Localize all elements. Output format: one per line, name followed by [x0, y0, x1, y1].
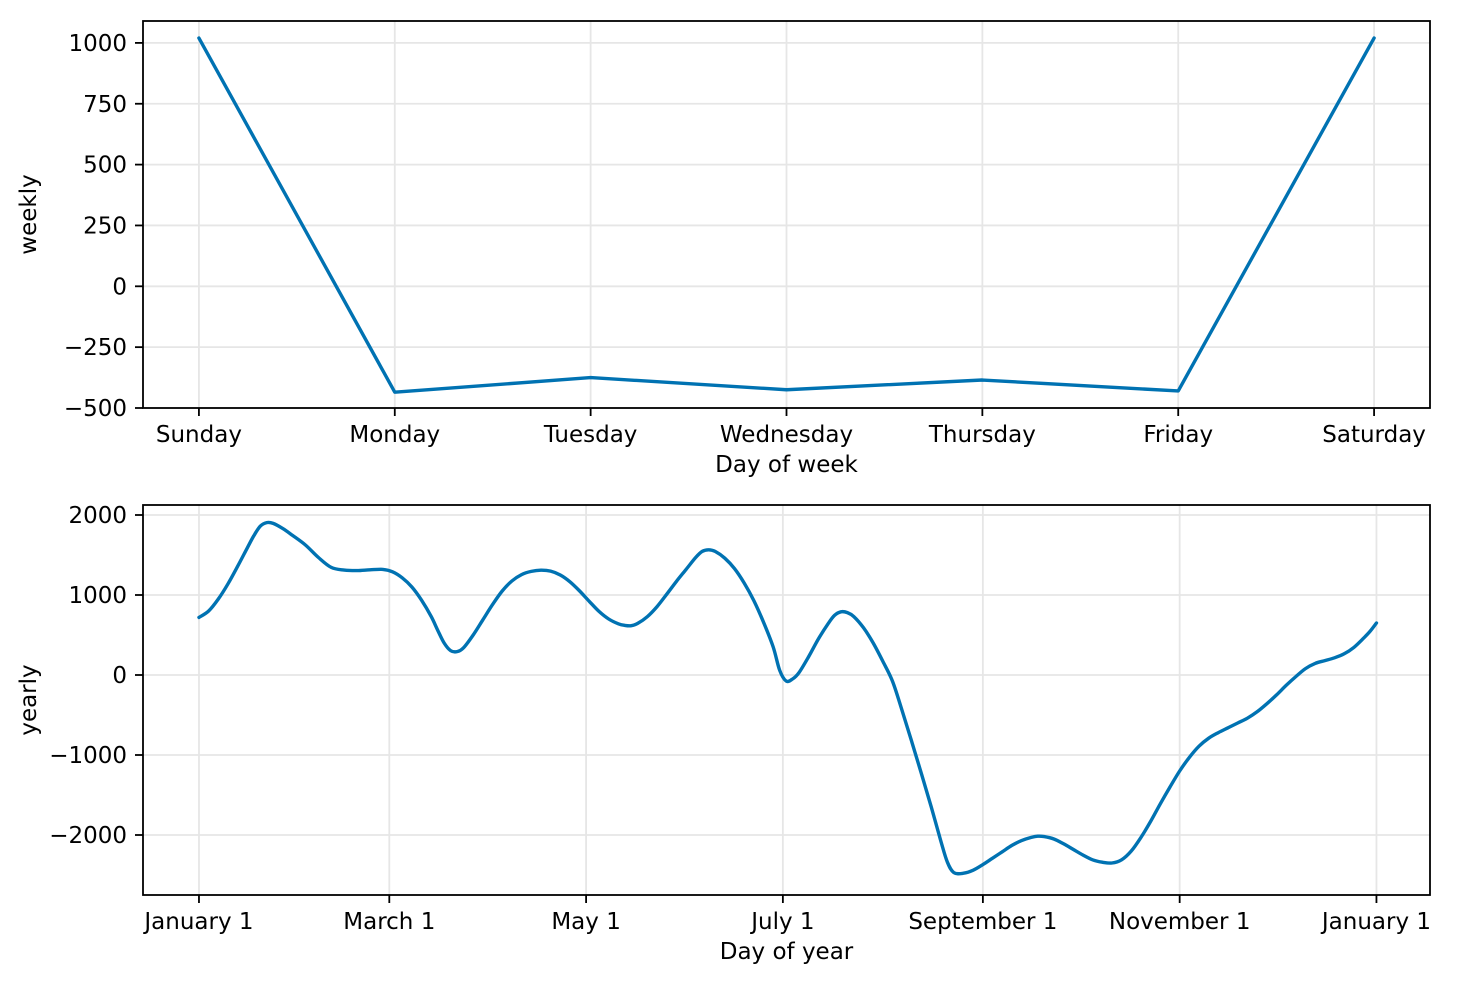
y-tick-label: −500 [64, 396, 127, 422]
y-tick-label: 750 [83, 92, 127, 118]
x-axis-label: Day of week [715, 452, 858, 478]
x-tick-label: November 1 [1109, 909, 1251, 935]
x-tick-label: Sunday [156, 422, 242, 448]
x-tick-label: March 1 [343, 909, 435, 935]
x-tick-label: July 1 [749, 909, 814, 935]
x-tick-label: Wednesday [720, 422, 853, 448]
y-tick-label: 0 [112, 663, 127, 689]
x-axis-label: Day of year [720, 939, 854, 965]
weekly-subplot: Sunday Monday Tuesday Wednesday Thursday Frid… [16, 20, 1431, 478]
y-tick-label: −2000 [49, 823, 127, 849]
x-tick-label: May 1 [551, 909, 621, 935]
plot-frame [142, 504, 1431, 896]
x-tick-label: Thursday [928, 422, 1036, 448]
y-tick-label: 1000 [68, 31, 127, 57]
y-tick-label: 250 [83, 213, 127, 239]
x-tick-label: September 1 [908, 909, 1057, 935]
weekly-series-line [197, 36, 1376, 394]
y-tick-label: −250 [64, 335, 127, 361]
y-axis-label: yearly [16, 664, 42, 735]
yearly-subplot: January 1 March 1 May 1 July 1 September 1 No… [16, 503, 1431, 965]
y-tick-label: 500 [83, 153, 127, 179]
yearly-series-line [197, 520, 1379, 876]
y-tick-label: 1000 [68, 583, 127, 609]
x-tick-label: Saturday [1322, 422, 1426, 448]
x-tick-label: Monday [349, 422, 440, 448]
x-tick-label: January 1 [1320, 909, 1431, 935]
y-axis-label: weekly [16, 174, 42, 254]
y-tick-label: −1000 [49, 743, 127, 769]
x-tick-label: Friday [1143, 422, 1213, 448]
x-tick-label: Tuesday [543, 422, 638, 448]
y-tick-label: 2000 [68, 503, 127, 529]
x-tick-label: January 1 [142, 909, 253, 935]
y-tick-label: 0 [112, 274, 127, 300]
